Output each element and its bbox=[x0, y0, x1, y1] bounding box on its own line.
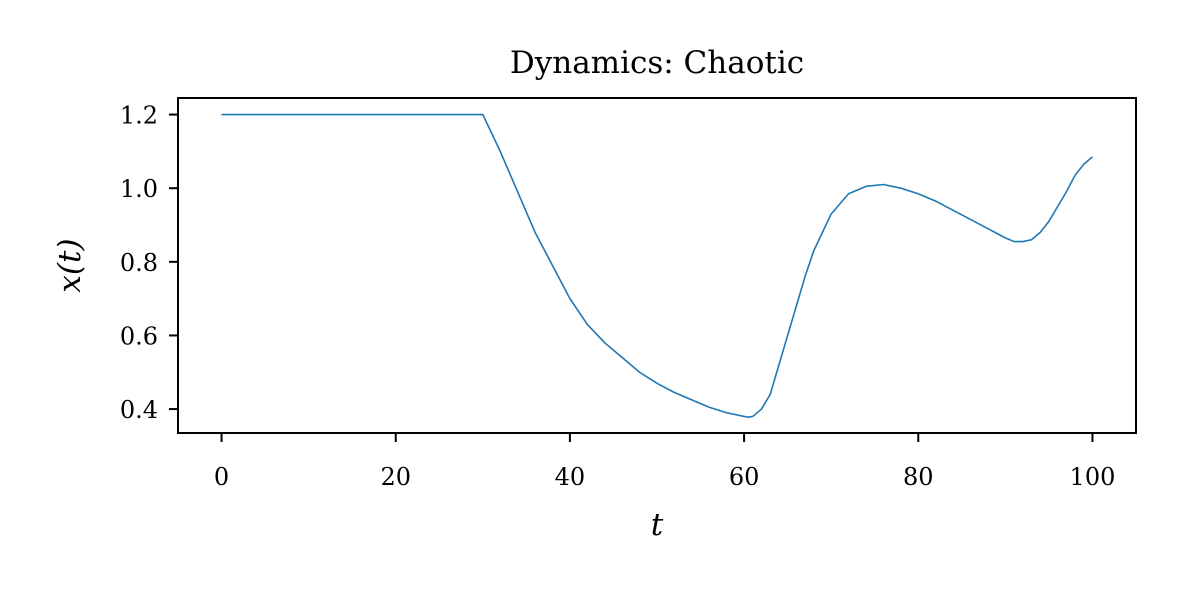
y-tick-label: 0.4 bbox=[120, 396, 158, 424]
series-layer bbox=[221, 113, 1093, 418]
y-axis-label: x(t) bbox=[52, 238, 88, 292]
x-axis-label: t bbox=[651, 507, 664, 543]
x-tick-label: 40 bbox=[555, 463, 586, 491]
x-tick-label: 0 bbox=[214, 463, 229, 491]
x-tick-label: 80 bbox=[903, 463, 934, 491]
y-axis: 0.4 0.6 0.8 1.0 1.2 bbox=[120, 102, 178, 424]
x-tick-label: 20 bbox=[380, 463, 411, 491]
x-axis: 0 20 40 60 80 100 bbox=[214, 433, 1115, 491]
chart-title: Dynamics: Chaotic bbox=[510, 45, 804, 81]
y-tick-label: 1.0 bbox=[120, 175, 158, 203]
x-tick-label: 60 bbox=[729, 463, 760, 491]
plot-frame bbox=[177, 97, 1137, 434]
x-tick-label: 100 bbox=[1070, 463, 1116, 491]
y-tick-label: 1.2 bbox=[120, 102, 158, 130]
y-tick-label: 0.8 bbox=[120, 249, 158, 277]
y-tick-label: 0.6 bbox=[120, 322, 158, 350]
series-line-0 bbox=[221, 113, 1093, 418]
